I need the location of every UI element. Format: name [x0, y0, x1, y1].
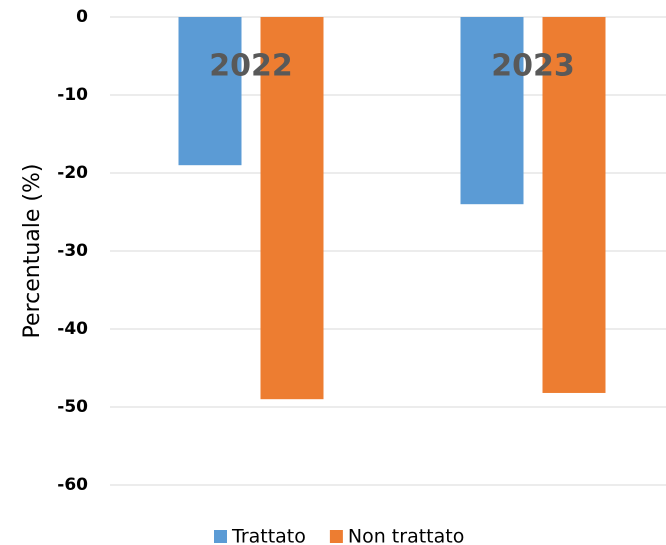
- bar: [260, 17, 324, 400]
- bar: [542, 17, 606, 393]
- legend-label: Non trattato: [348, 526, 464, 545]
- bar: [460, 17, 524, 205]
- y-tick-label: -20: [57, 163, 88, 183]
- category-label: 2022: [209, 49, 293, 84]
- bar: [178, 17, 242, 166]
- legend-swatch: [214, 530, 227, 543]
- y-tick-label: -40: [57, 319, 88, 339]
- y-tick-label: -30: [57, 241, 88, 261]
- legend-swatch: [329, 530, 343, 543]
- y-axis-title: Percentuale (%): [20, 164, 45, 339]
- y-tick-label: -50: [57, 397, 88, 417]
- y-tick-label: -60: [57, 475, 88, 495]
- category-label: 2023: [491, 49, 575, 84]
- y-tick-label: 0: [76, 7, 88, 27]
- y-tick-label: -10: [57, 85, 88, 105]
- legend-label: Trattato: [231, 526, 306, 545]
